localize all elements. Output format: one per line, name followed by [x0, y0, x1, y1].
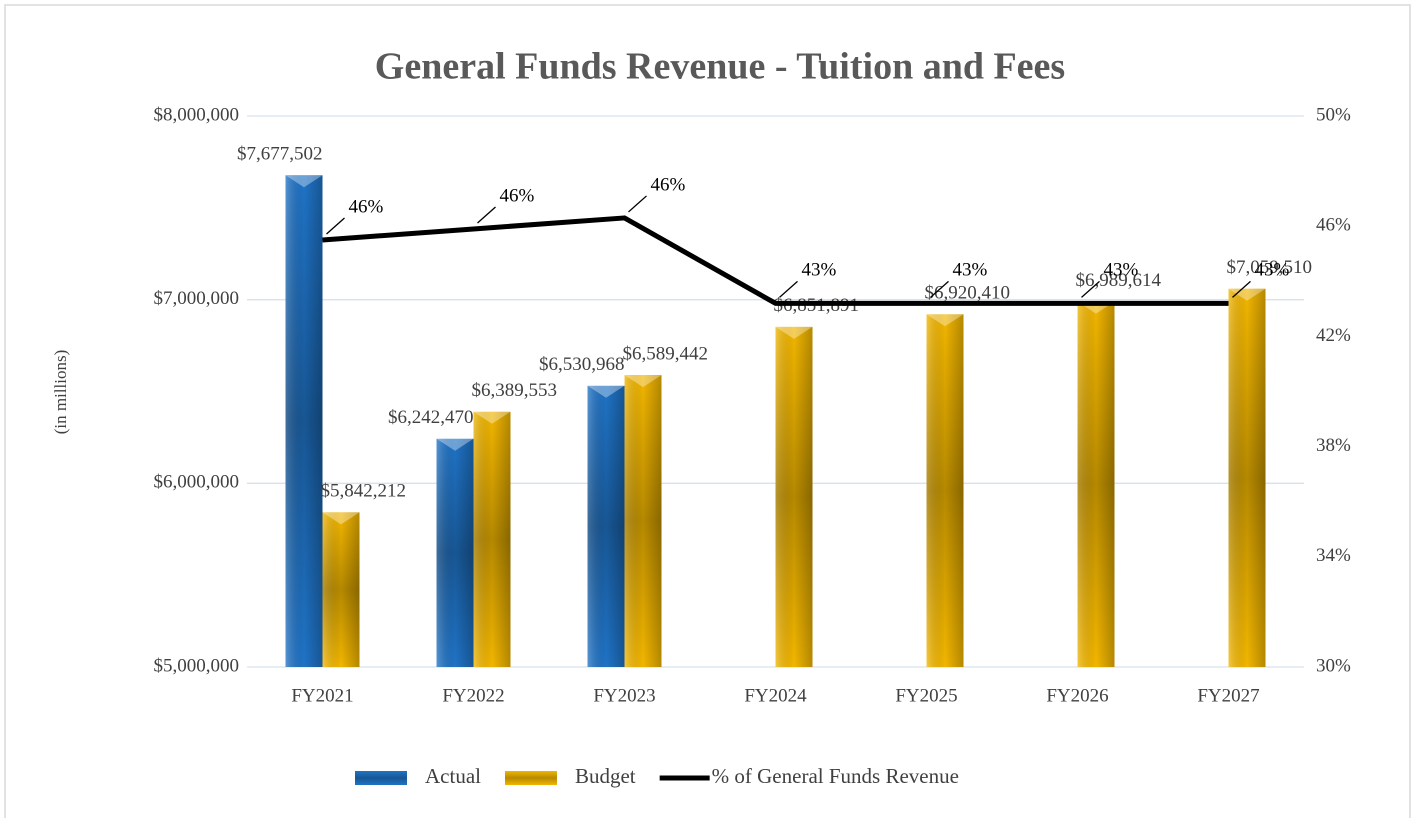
bar-shade [624, 375, 662, 667]
bar-cap [436, 438, 474, 451]
data-label: $6,530,968 [539, 354, 625, 375]
bar-cap [1228, 288, 1266, 301]
frame [4, 4, 1411, 818]
legend-label: % of General Funds Revenue [712, 764, 959, 788]
y2-tick-label: 34% [1316, 545, 1351, 566]
line [322, 215, 1229, 306]
x-tick-label: FY2023 [593, 685, 655, 706]
y-tick-label: $6,000,000 [154, 472, 240, 493]
bar-shade [285, 175, 323, 668]
bar-shade [436, 438, 474, 667]
bar-shade [587, 385, 625, 667]
y2-tick-label: 50% [1316, 104, 1351, 125]
y2-tick-label: 42% [1316, 325, 1351, 346]
leader-line [326, 217, 345, 235]
y-axis-label: (in millions) [51, 350, 70, 435]
data-label: $6,589,442 [623, 343, 709, 364]
bar-shade [322, 512, 360, 667]
x-tick-label: FY2026 [1046, 685, 1108, 706]
y-tick-label: $8,000,000 [154, 104, 240, 125]
bar-cap [322, 512, 360, 525]
data-label: 43% [953, 260, 988, 281]
leader-line [1232, 280, 1251, 298]
x-tick-label: FY2025 [895, 685, 957, 706]
leader-line [477, 206, 496, 224]
bar-shade [1228, 288, 1266, 667]
x-tick-label: FY2021 [291, 685, 353, 706]
y-tick-label: $7,000,000 [154, 288, 240, 309]
x-tick-label: FY2027 [1197, 685, 1259, 706]
bar-shade [926, 314, 964, 667]
y2-tick-label: 38% [1316, 435, 1351, 456]
data-label: 46% [349, 196, 384, 217]
x-tick-label: FY2024 [744, 685, 807, 706]
bar-cap [624, 375, 662, 388]
y2-tick-label: 46% [1316, 215, 1351, 236]
bar-shade [775, 326, 813, 667]
data-label: $6,920,410 [925, 283, 1011, 304]
legend-label: Budget [575, 764, 636, 788]
data-label: 43% [1255, 260, 1290, 281]
data-label: 43% [1104, 260, 1139, 281]
legend-label: Actual [425, 764, 481, 788]
data-label: $7,677,502 [237, 144, 323, 165]
data-label: 43% [802, 260, 837, 281]
y2-tick-label: 30% [1316, 655, 1351, 676]
leader-line [930, 280, 949, 298]
x-tick-label: FY2022 [442, 685, 504, 706]
data-label: $6,989,614 [1076, 270, 1162, 291]
leader-line [1081, 280, 1100, 298]
bar-cap [285, 175, 323, 188]
data-label: $6,389,553 [472, 380, 558, 401]
data-label: 46% [500, 185, 535, 206]
chart-title: General Funds Revenue - Tuition and Fees [375, 46, 1065, 88]
bar-cap [926, 314, 964, 327]
data-label: $6,242,470 [388, 407, 474, 428]
data-label: 46% [651, 174, 686, 195]
leader-line [779, 280, 798, 298]
leader-line [628, 195, 647, 213]
legend-shade [355, 771, 407, 785]
bar-cap [587, 385, 625, 398]
data-label: $7,059,510 [1227, 257, 1313, 278]
bar-shade [1077, 301, 1115, 667]
legend-shade [504, 771, 557, 785]
y-tick-label: $5,000,000 [154, 655, 240, 676]
bar-cap [775, 326, 813, 339]
data-label: $5,842,212 [321, 481, 407, 502]
bar-shade [473, 411, 511, 667]
bar-cap [473, 411, 511, 424]
